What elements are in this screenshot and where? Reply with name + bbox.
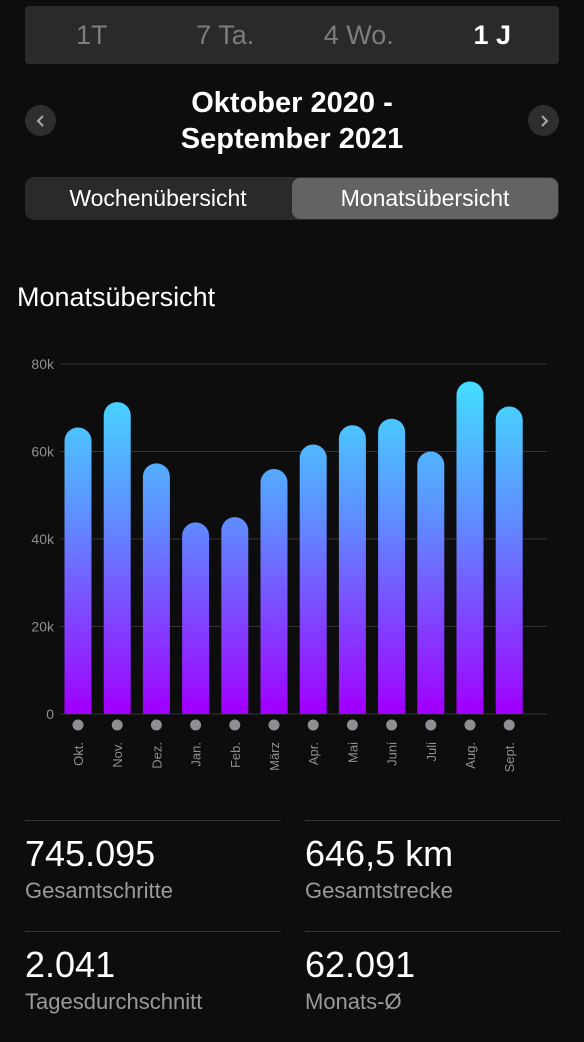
y-tick-label: 80k — [31, 356, 55, 372]
stat-label: Monats-Ø — [305, 989, 402, 1014]
x-tick-label: Nov. — [110, 742, 125, 768]
bar-Okt.[interactable] — [64, 427, 92, 714]
bar-base-Juli — [417, 700, 445, 714]
month-dot — [386, 719, 398, 731]
stat-label: Tagesdurchschnitt — [25, 989, 203, 1014]
bar-März[interactable] — [260, 469, 288, 714]
month-dot — [111, 719, 123, 731]
x-tick-label: Feb. — [228, 742, 243, 768]
x-tick-label: Okt. — [71, 742, 86, 766]
month-dot — [268, 719, 280, 731]
period-title: Oktober 2020 - September 2021 — [80, 85, 504, 157]
bar-base-Apr. — [299, 700, 327, 714]
x-tick-label: Dez. — [149, 742, 164, 769]
bar-base-Mai — [338, 700, 366, 714]
stats-grid: 745.095 Gesamtschritte 646,5 km Gesamtst… — [25, 820, 561, 1042]
chevron-left-icon — [36, 114, 44, 127]
bar-Apr.[interactable] — [299, 444, 327, 715]
x-tick-label: Juli — [424, 742, 439, 762]
bar-Nov.[interactable] — [103, 402, 131, 714]
time-range-selector: 1T 7 Ta. 4 Wo. 1 J — [25, 6, 559, 64]
bar-base-Aug. — [456, 700, 484, 714]
view-selector: Wochenübersicht Monatsübersicht — [25, 177, 559, 220]
y-tick-label: 20k — [31, 619, 55, 635]
next-period-button[interactable] — [528, 105, 559, 136]
range-tab-year[interactable]: 1 J — [473, 19, 512, 50]
month-dot — [503, 719, 515, 731]
bar-Jan.[interactable] — [182, 522, 210, 714]
stat-label: Gesamtstrecke — [305, 878, 453, 903]
stat-label: Gesamtschritte — [25, 878, 173, 903]
y-tick-label: 60k — [31, 444, 55, 460]
x-tick-label: März — [267, 742, 282, 771]
monthly-steps-chart: 0 20k 40k 60k 80k Okt. Nov. Dez. Jan. Feb. März Apr… — [31, 356, 547, 772]
x-tick-label: Juni — [385, 742, 400, 766]
bar-Dez.[interactable] — [142, 463, 170, 714]
period-title-line1: Oktober 2020 - — [191, 87, 393, 119]
y-tick-label: 40k — [31, 531, 55, 547]
stat-value: 646,5 km — [305, 833, 454, 874]
bar-base-Juni — [378, 700, 406, 714]
x-tick-label: Mai — [345, 742, 360, 763]
month-dot — [346, 719, 358, 731]
bar-base-Sept. — [495, 700, 523, 714]
x-tick-label: Sept. — [502, 742, 517, 772]
tab-weekly-overview[interactable]: Wochenübersicht — [69, 185, 247, 211]
stat-value: 2.041 — [25, 944, 116, 985]
x-tick-label: Apr. — [306, 742, 321, 765]
month-dot — [150, 719, 162, 731]
period-title-line2: September 2021 — [180, 123, 404, 155]
bar-base-Feb. — [221, 700, 249, 714]
bar-Aug.[interactable] — [456, 381, 484, 715]
chevron-right-icon — [540, 114, 548, 127]
stat-total-steps: 745.095 Gesamtschritte — [25, 820, 281, 931]
month-dot — [425, 719, 437, 731]
tab-monthly-overview[interactable]: Monatsübersicht — [292, 178, 558, 219]
bar-Feb.[interactable] — [221, 517, 249, 714]
month-dot — [229, 719, 241, 731]
x-tick-label: Aug. — [463, 742, 478, 769]
bar-base-Jan. — [182, 700, 210, 714]
bar-base-Okt. — [64, 700, 92, 714]
stat-value: 62.091 — [305, 944, 416, 985]
month-dot — [307, 719, 319, 731]
bar-Juni[interactable] — [378, 418, 406, 714]
stat-monthly-average: 62.091 Monats-Ø — [305, 931, 561, 1042]
bar-Sept.[interactable] — [495, 406, 523, 714]
stat-total-distance: 646,5 km Gesamtstrecke — [305, 820, 561, 931]
x-tick-label: Jan. — [189, 742, 204, 767]
month-dot — [190, 719, 202, 731]
previous-period-button[interactable] — [25, 105, 56, 136]
bar-base-Nov. — [103, 700, 131, 714]
range-tab-week[interactable]: 7 Ta. — [196, 19, 255, 50]
stat-value: 745.095 — [25, 833, 156, 874]
section-title: Monatsübersicht — [17, 282, 216, 312]
month-dot — [72, 719, 84, 731]
bar-Juli[interactable] — [417, 451, 445, 715]
month-dot — [464, 719, 476, 731]
stat-daily-average: 2.041 Tagesdurchschnitt — [25, 931, 281, 1042]
bar-base-März — [260, 700, 288, 714]
y-tick-label: 0 — [46, 706, 54, 722]
bar-Mai[interactable] — [338, 425, 366, 714]
range-tab-month[interactable]: 4 Wo. — [323, 19, 394, 50]
bar-base-Dez. — [142, 700, 170, 714]
range-tab-day[interactable]: 1T — [75, 19, 108, 50]
